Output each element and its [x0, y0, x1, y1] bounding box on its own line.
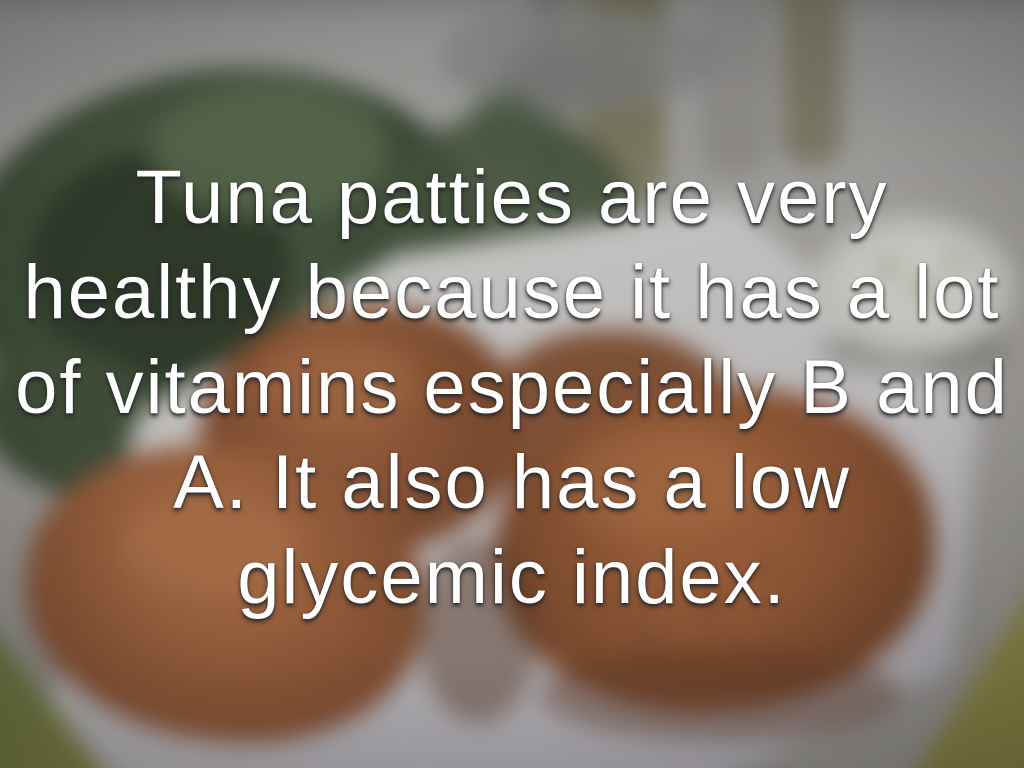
dip-sauce: [840, 235, 990, 330]
gray-napkin-blur: [500, 38, 660, 108]
patty-highlight: [560, 428, 760, 538]
bottle-blur: [782, 0, 842, 165]
herb-fleck: [880, 263, 895, 273]
caption-line: of vitamins especially B and: [15, 344, 1009, 430]
salad-greens: [150, 80, 390, 220]
patty-highlight: [258, 338, 418, 428]
salad-leaf: [468, 92, 540, 154]
herb-fleck: [948, 258, 960, 266]
herb-fleck: [915, 283, 932, 293]
caption-line: A. It also has a low: [173, 439, 851, 525]
caper-speck: [640, 638, 656, 648]
bottle-blur: [700, 0, 770, 175]
caption-line: glycemic index.: [237, 534, 787, 620]
caption-line: healthy because it has a lot: [23, 249, 1001, 335]
caper-speck: [760, 558, 774, 568]
patty-shadow: [540, 648, 900, 740]
patty-highlight: [120, 498, 300, 598]
caper-speck: [700, 598, 718, 610]
patty-shadow: [418, 538, 538, 723]
caption-line: Tuna patties are very: [135, 154, 889, 240]
